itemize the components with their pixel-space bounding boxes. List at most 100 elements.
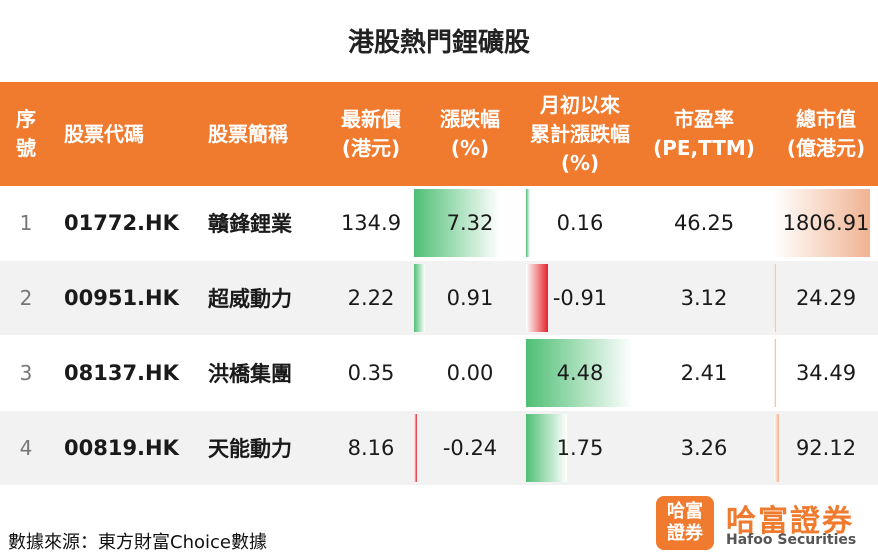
value-bar [414,189,500,257]
pe-ratio: 46.25 [634,186,774,261]
bar-cell: 7.32 [414,186,526,260]
bar-cell: 0.00 [414,336,526,410]
stock-code: 01772.HK [52,186,190,261]
table-row: 1 01772.HK 贛鋒鋰業 134.9 7.32 0.16 46.25 1806.91 [0,186,878,261]
column-header-line: (%) [560,150,600,175]
bar-cell: -0.91 [526,261,634,335]
row-index: 2 [0,260,52,336]
value-bar [526,264,548,332]
bar-value: 7.32 [446,211,494,235]
column-header-line: 股票代碼 [64,121,144,146]
row-index: 3 [0,335,52,411]
latest-price: 134.9 [328,186,414,261]
column-header-line: (PE,TTM) [653,136,755,160]
column-header-line: 股票簡稱 [208,121,288,146]
market-cap: 92.12 [774,410,878,486]
data-source-note: 數據來源：東方財富Choice數據 [8,532,267,553]
stock-table: 序號股票代碼 股票簡稱 最新價 (港元) 漲跌幅 (%) 月初以來 累計漲跌幅 (%) 市盈率 (P… [0,82,878,486]
mtd-change: 0.16 [526,186,634,261]
bar-cell: 0.16 [526,186,634,260]
bar-value: 1806.91 [782,211,870,235]
value-bar [414,414,417,482]
mtd-change: 1.75 [526,410,634,486]
column-header-line: (港元) [341,136,401,160]
market-cap: 1806.91 [774,186,878,261]
stock-code: 08137.HK [52,335,190,411]
column-header-line: 累計漲跌幅 [530,121,630,146]
column-header-1: 股票代碼 [52,82,190,186]
bar-cell: 4.48 [526,336,634,410]
pe-ratio: 3.26 [634,410,774,486]
column-header-3: 最新價 (港元) [328,82,414,186]
latest-price: 8.16 [328,410,414,486]
value-bar [526,189,530,257]
page-title: 港股熱門鋰礦股 [347,28,530,58]
table-header-row: 序號股票代碼 股票簡稱 最新價 (港元) 漲跌幅 (%) 月初以來 累計漲跌幅 (%) 市盈率 (P… [0,82,878,186]
stock-code: 00819.HK [52,410,190,486]
value-bar [774,339,776,407]
bar-cell: 0.91 [414,261,526,335]
column-header-line: 總市值 [796,107,856,131]
value-bar [774,189,870,257]
latest-price: 2.22 [328,260,414,336]
logo-badge-line2: 證券 [667,523,703,544]
bar-value: 0.16 [556,211,604,235]
mtd-change: -0.91 [526,260,634,336]
row-index: 1 [0,186,52,261]
bar-cell: 34.49 [774,336,878,410]
value-bar [774,264,776,332]
column-header-6: 市盈率 (PE,TTM) [634,82,774,186]
daily-change: -0.24 [414,410,526,486]
brand-logo: 哈富 證券 哈富證券 Hafoo Securities [656,496,868,552]
bar-value: 1.75 [556,436,604,460]
column-header-0: 序號 [0,82,52,186]
table-row: 2 00951.HK 超威動力 2.22 0.91 -0.91 3.12 24.29 [0,260,878,336]
bar-cell: 1.75 [526,411,634,485]
bar-cell: 24.29 [774,261,878,335]
bar-cell: 1806.91 [774,186,878,260]
stock-code: 00951.HK [52,260,190,336]
bar-value: 24.29 [795,286,857,310]
bar-value: 92.12 [795,436,857,460]
value-bar [526,339,632,407]
stock-name: 贛鋒鋰業 [190,186,328,261]
value-bar [774,414,779,482]
bar-value: 4.48 [556,361,604,385]
stock-name: 超威動力 [190,260,328,336]
column-header-line: 最新價 [341,107,401,131]
column-header-line: 月初以來 [540,92,620,117]
daily-change: 0.91 [414,260,526,336]
table-row: 4 00819.HK 天能動力 8.16 -0.24 1.75 3.26 92.12 [0,410,878,486]
column-header-line: (億港元) [786,136,866,160]
table-row: 3 08137.HK 洪橋集團 0.35 0.00 4.48 2.41 34.49 [0,335,878,411]
bar-cell: -0.24 [414,411,526,485]
logo-name-cn: 哈富證券 [726,504,854,539]
stock-name: 天能動力 [190,410,328,486]
daily-change: 7.32 [414,186,526,261]
column-header-2: 股票簡稱 [190,82,328,186]
pe-ratio: 3.12 [634,260,774,336]
row-index: 4 [0,410,52,486]
mtd-change: 4.48 [526,335,634,411]
stock-name: 洪橋集團 [190,335,328,411]
column-header-line: 號 [16,136,36,160]
bar-value: -0.24 [442,436,498,460]
bar-value: 0.91 [446,286,494,310]
latest-price: 0.35 [328,335,414,411]
value-bar [414,264,425,332]
column-header-7: 總市值 (億港元) [774,82,878,186]
column-header-4: 漲跌幅 (%) [414,82,526,186]
table-body: 1 01772.HK 贛鋒鋰業 134.9 7.32 0.16 46.25 1806.91 2 0… [0,186,878,486]
market-cap: 34.49 [774,335,878,411]
bar-cell: 92.12 [774,411,878,485]
column-header-line: 市盈率 [674,107,734,131]
market-cap: 24.29 [774,260,878,336]
column-header-line: 序 [16,107,36,131]
logo-badge-line1: 哈富 [667,501,703,522]
column-header-line: 漲跌幅 [440,107,500,131]
logo-badge: 哈富 證券 [656,496,714,550]
bar-value: -0.91 [552,286,608,310]
bar-value: 0.00 [446,361,494,385]
value-bar [526,414,568,482]
daily-change: 0.00 [414,335,526,411]
